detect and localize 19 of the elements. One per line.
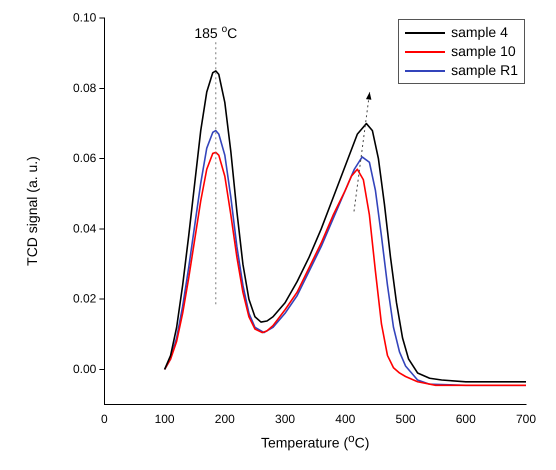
x-tick-label: 500 [396, 412, 416, 426]
y-tick-label: 0.04 [72, 221, 97, 236]
x-tick-label: 400 [335, 412, 356, 426]
y-tick-label: 0.08 [72, 80, 97, 95]
x-tick-label: 300 [275, 412, 296, 426]
x-tick-label: 0 [101, 412, 108, 426]
y-tick-label: 0.10 [72, 10, 97, 25]
legend-label: sample R1 [451, 61, 518, 80]
legend-label: sample 10 [451, 42, 516, 62]
x-tick-label: 200 [214, 412, 236, 426]
y-tick-label: 0.06 [72, 151, 97, 166]
x-tick-label: 700 [516, 412, 536, 426]
x-axis-title: Temperature ($^{o}$C) [260, 432, 370, 451]
y-axis-title: TCD signal (a. u.) [24, 156, 40, 266]
legend-label: sample 4 [451, 23, 508, 42]
x-tick-label: 100 [154, 412, 175, 426]
y-tick-label: 0.00 [72, 362, 97, 376]
y-tick-label: 0.02 [72, 292, 97, 306]
x-tick-label: 600 [456, 412, 476, 426]
